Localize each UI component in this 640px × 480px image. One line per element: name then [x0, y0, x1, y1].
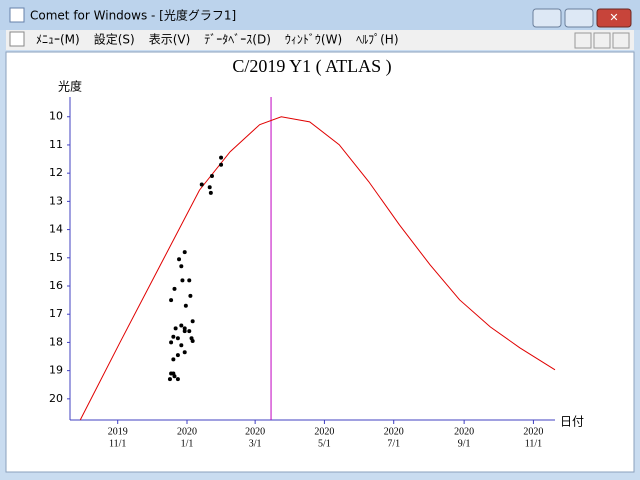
observation-point — [180, 278, 185, 283]
x-tick-label: 2019 — [108, 426, 128, 437]
chart-title: C/2019 Y1 ( ATLAS ) — [232, 56, 391, 77]
x-tick-label: 2020 — [314, 426, 334, 437]
observation-point — [173, 326, 178, 331]
observation-point — [182, 326, 187, 331]
observation-point — [169, 298, 174, 303]
observation-point — [172, 286, 177, 291]
y-axis-label: 光度 — [58, 79, 82, 94]
menu-item[interactable]: 表示(V) — [149, 33, 191, 47]
observation-point — [219, 162, 224, 167]
observation-point — [177, 257, 182, 262]
observation-point — [169, 340, 174, 345]
menu-item[interactable]: ﾍﾙﾌﾟ(H) — [356, 33, 398, 47]
observation-point — [171, 357, 176, 362]
window-title: Comet for Windows - [光度グラフ1] — [30, 8, 236, 23]
y-tick-label: 14 — [49, 223, 63, 236]
menu-item[interactable]: ﾃﾞｰﾀﾍﾞｰｽ(D) — [204, 33, 271, 47]
menu-item[interactable]: ﾒﾆｭｰ(M) — [36, 33, 80, 47]
x-tick-label: 7/1 — [387, 438, 400, 449]
y-tick-label: 16 — [49, 279, 63, 292]
observation-point — [182, 250, 187, 255]
x-tick-label: 11/1 — [525, 438, 542, 449]
observation-point — [182, 329, 187, 334]
light-curve — [79, 116, 556, 421]
menu-item[interactable]: 設定(S) — [94, 32, 135, 47]
y-tick-label: 17 — [49, 307, 63, 320]
x-tick-label: 1/1 — [181, 438, 194, 449]
close-button[interactable] — [596, 8, 632, 28]
minimize-button[interactable] — [532, 8, 562, 28]
y-tick-label: 18 — [49, 335, 63, 348]
menu-item[interactable]: ｳｨﾝﾄﾞｳ(W) — [285, 33, 342, 47]
observation-point — [190, 319, 195, 324]
child-restore[interactable] — [593, 32, 611, 49]
y-tick-label: 10 — [49, 110, 63, 123]
observation-point — [199, 182, 204, 187]
y-tick-label: 13 — [49, 194, 63, 207]
observation-point — [175, 377, 180, 382]
client-area — [5, 51, 635, 473]
observation-point — [171, 371, 176, 376]
observation-point — [183, 303, 188, 308]
observation-point — [182, 350, 187, 355]
x-tick-label: 2020 — [454, 426, 474, 437]
observation-point — [208, 190, 213, 195]
observation-point — [179, 323, 184, 328]
menu-bar — [6, 30, 634, 50]
observation-point — [190, 339, 195, 344]
y-tick-label: 19 — [49, 364, 63, 377]
observation-point — [167, 377, 172, 382]
child-close[interactable] — [612, 32, 630, 49]
observation-point — [179, 343, 184, 348]
observation-point — [187, 329, 192, 334]
observation-point — [175, 353, 180, 358]
observation-point — [175, 336, 180, 341]
observation-point — [188, 293, 193, 298]
x-tick-label: 11/1 — [109, 438, 126, 449]
observation-point — [207, 185, 212, 190]
y-tick-label: 12 — [49, 166, 63, 179]
x-tick-label: 3/1 — [249, 438, 262, 449]
observation-point — [219, 155, 224, 160]
child-icon — [9, 31, 25, 47]
maximize-button[interactable] — [564, 8, 594, 28]
y-tick-label: 15 — [49, 251, 63, 264]
app-icon — [9, 7, 25, 23]
x-tick-label: 5/1 — [318, 438, 331, 449]
close-icon: ✕ — [609, 11, 618, 24]
x-tick-label: 2020 — [177, 426, 197, 437]
child-minimize[interactable] — [574, 32, 592, 49]
observation-point — [187, 278, 192, 283]
observation-point — [171, 334, 176, 339]
x-tick-label: 2020 — [384, 426, 404, 437]
x-tick-label: 2020 — [523, 426, 543, 437]
observation-point — [179, 264, 184, 269]
x-axis-label: 日付 — [560, 415, 584, 429]
x-tick-label: 2020 — [245, 426, 265, 437]
y-tick-label: 20 — [49, 392, 63, 405]
observation-point — [209, 173, 214, 178]
x-tick-label: 9/1 — [458, 438, 471, 449]
y-tick-label: 11 — [49, 138, 63, 151]
